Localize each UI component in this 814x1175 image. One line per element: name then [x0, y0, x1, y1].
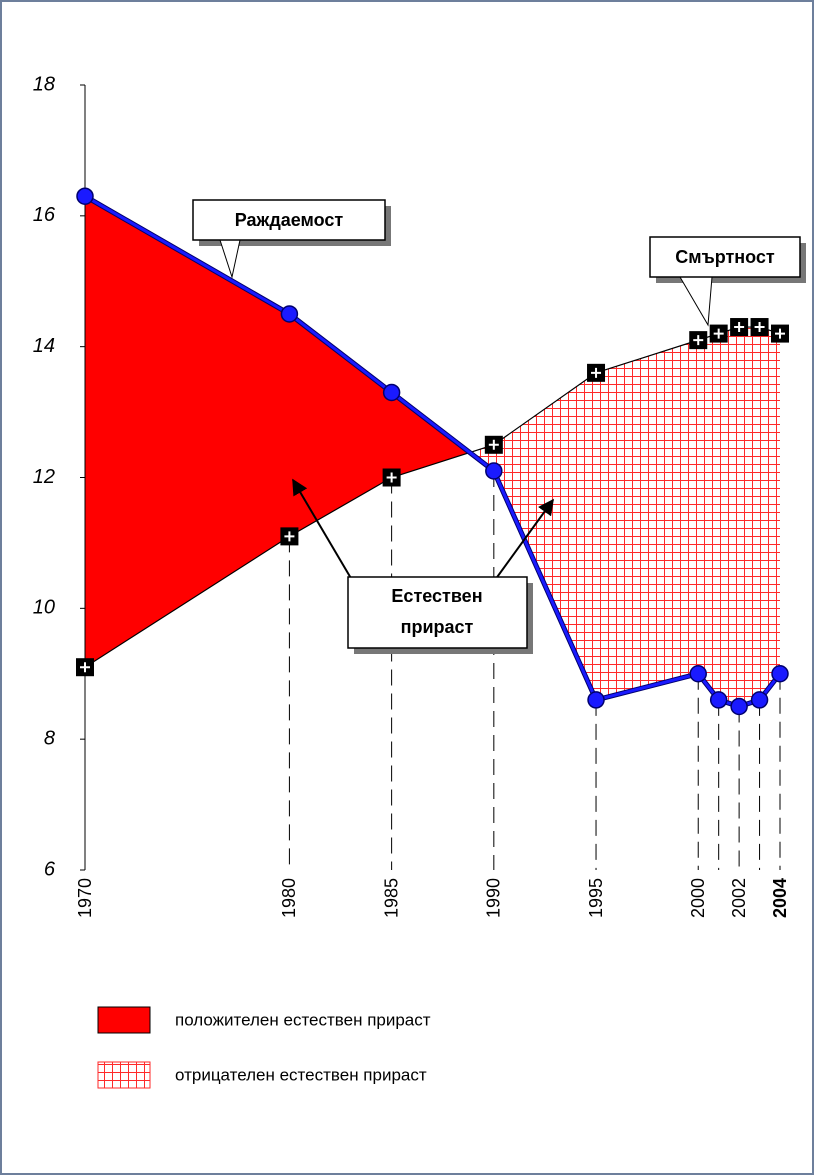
birth-callout-box	[192, 199, 386, 241]
arrow	[494, 498, 554, 581]
death-callout-box	[649, 236, 801, 278]
death-marker-plus	[775, 328, 785, 339]
birth-marker	[709, 691, 728, 709]
legend-swatch	[97, 1061, 151, 1089]
birth-marker	[587, 691, 605, 709]
death-callout-pointer	[679, 276, 713, 327]
birth-marker	[382, 383, 401, 402]
death-marker-plus	[386, 472, 397, 483]
death-marker-plus	[591, 367, 602, 378]
death-callout-label: Смъртност	[675, 247, 775, 267]
x-tick-label: 2002	[729, 878, 749, 918]
x-tick-label: 1970	[75, 878, 95, 918]
natural-callout-box	[347, 576, 528, 649]
natural-callout-label: Естествен	[391, 586, 482, 606]
birth-marker	[689, 665, 707, 683]
legend-label: отрицателен естествен прираст	[175, 1065, 427, 1084]
y-tick-label: 10	[33, 597, 55, 619]
birth-line	[84, 194, 782, 709]
death-marker-plus	[80, 662, 90, 673]
x-tick-label: 1990	[484, 878, 504, 918]
death-marker-plus	[693, 335, 704, 346]
natural-callout-label: прираст	[401, 617, 474, 637]
arrow	[292, 478, 353, 581]
death-marker-plus	[488, 439, 499, 450]
birth-marker	[730, 697, 748, 716]
death-marker-plus	[734, 322, 745, 333]
y-tick-label: 12	[33, 466, 55, 488]
x-tick-label: 2004	[770, 878, 790, 918]
birth-marker	[750, 691, 769, 709]
death-marker-plus	[713, 328, 724, 339]
y-tick-label: 18	[33, 73, 55, 95]
legend-swatch	[97, 1006, 151, 1034]
x-tick-label: 1995	[586, 878, 606, 918]
death-line	[84, 326, 781, 668]
birth-marker	[280, 305, 299, 323]
birth-marker	[76, 187, 94, 205]
birth-marker	[485, 462, 503, 480]
y-tick-label: 6	[44, 858, 56, 880]
death-marker-plus	[284, 531, 295, 542]
x-tick-label: 2000	[688, 878, 708, 918]
y-tick-label: 14	[33, 335, 55, 357]
y-tick-label: 16	[33, 204, 56, 226]
birth-callout-pointer	[219, 239, 241, 279]
y-tick-label: 8	[44, 727, 55, 749]
birth-callout-label: Раждаемост	[235, 210, 344, 230]
birth-marker	[771, 665, 789, 683]
legend-label: положителен естествен прираст	[175, 1010, 431, 1029]
death-marker-plus	[754, 322, 765, 333]
x-tick-label: 1980	[279, 878, 299, 918]
x-tick-label: 1985	[381, 878, 401, 918]
